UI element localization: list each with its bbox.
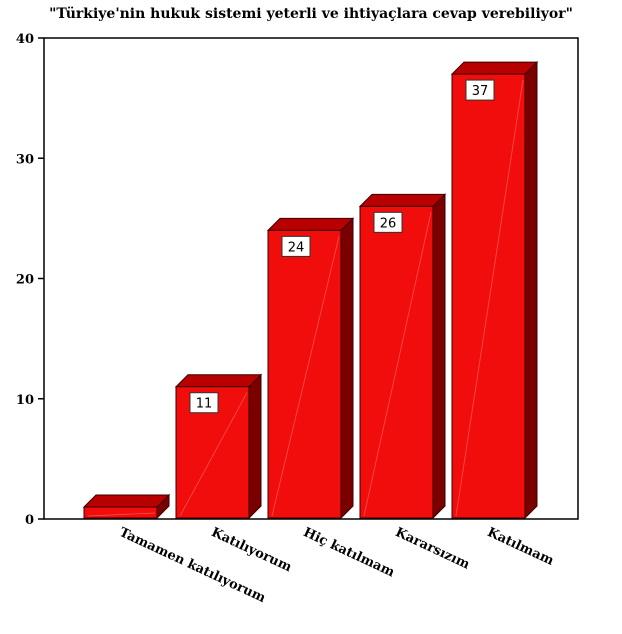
bar-highlight bbox=[179, 392, 248, 517]
bar-side bbox=[524, 60, 538, 520]
category-label: Kararsızım bbox=[393, 525, 472, 573]
bar bbox=[358, 193, 447, 520]
bar-side bbox=[340, 217, 354, 520]
chart-bars bbox=[82, 60, 539, 520]
data-label-box bbox=[465, 79, 495, 101]
bar-top bbox=[358, 193, 447, 207]
bar-top bbox=[174, 374, 263, 388]
bar-side bbox=[248, 373, 262, 520]
data-label-box bbox=[373, 211, 403, 233]
bar-top bbox=[450, 61, 539, 75]
bar-front bbox=[83, 506, 158, 519]
data-label-box bbox=[189, 392, 219, 414]
y-tick-label: 40 bbox=[16, 32, 34, 47]
bar-highlight bbox=[363, 212, 432, 517]
y-tick-label: 0 bbox=[25, 513, 34, 528]
data-label: 37 bbox=[472, 84, 489, 99]
bar-top bbox=[266, 217, 355, 231]
bar-highlight bbox=[455, 80, 524, 517]
data-label-box bbox=[281, 235, 311, 257]
bar-side bbox=[432, 193, 446, 520]
data-label: 26 bbox=[380, 216, 397, 231]
y-tick-label: 10 bbox=[16, 393, 34, 408]
category-label: Katılıyorum bbox=[209, 525, 294, 575]
data-label: 24 bbox=[288, 240, 305, 255]
bar-highlight bbox=[271, 236, 340, 517]
bar bbox=[450, 60, 539, 520]
category-label: Hiç katılmam bbox=[301, 525, 397, 580]
bar-top bbox=[82, 494, 171, 508]
bar bbox=[266, 217, 355, 520]
y-tick-label: 20 bbox=[16, 273, 34, 288]
chart-axes: 0 10 20 30 40 bbox=[16, 32, 579, 528]
data-label: 11 bbox=[196, 397, 213, 412]
y-tick-label: 30 bbox=[16, 152, 34, 167]
category-label: Tamamen katılıyorum bbox=[117, 525, 268, 606]
bar-highlight bbox=[87, 512, 156, 517]
chart-title: "Türkiye'nin hukuk sistemi yeterli ve ih… bbox=[49, 6, 573, 22]
bar bbox=[82, 493, 171, 520]
category-label: Katılmam bbox=[485, 525, 556, 569]
